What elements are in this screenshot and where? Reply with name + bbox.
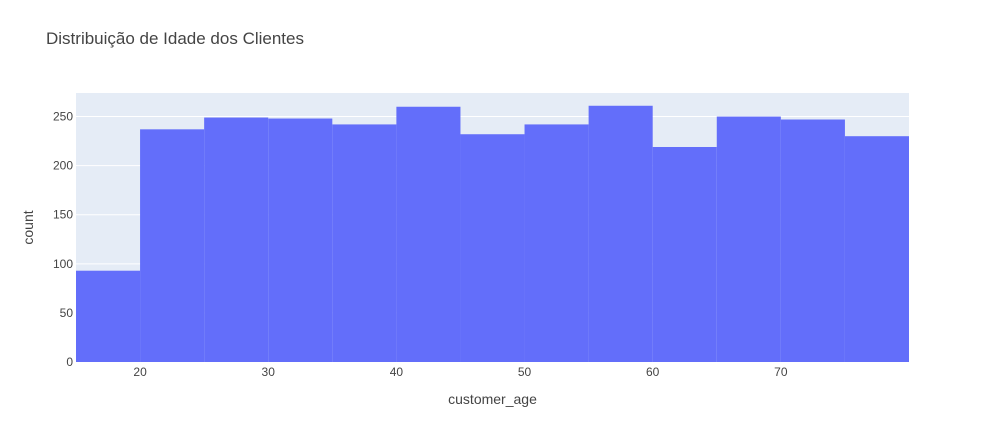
chart-title: Distribuição de Idade dos Clientes [46, 29, 304, 48]
y-tick-label: 100 [53, 257, 73, 271]
x-axis-ticks: 20 30 40 50 60 70 [133, 365, 787, 379]
x-tick-label: 70 [774, 365, 788, 379]
histogram-bar[interactable] [652, 146, 717, 362]
histogram-bar[interactable] [396, 106, 461, 362]
histogram-bar[interactable] [844, 136, 909, 362]
x-tick-label: 50 [518, 365, 532, 379]
histogram-bar[interactable] [268, 118, 333, 363]
histogram-bar[interactable] [524, 124, 589, 362]
y-tick-label: 200 [53, 159, 73, 173]
histogram-bar[interactable] [780, 119, 845, 363]
histogram-bar[interactable] [204, 117, 269, 362]
histogram-bar[interactable] [716, 116, 781, 362]
histogram-bar[interactable] [588, 105, 653, 363]
histogram-bar[interactable] [460, 134, 525, 362]
x-axis-label: customer_age [448, 391, 537, 407]
y-axis-ticks: 0 50 100 150 200 250 [53, 110, 73, 369]
y-tick-label: 0 [66, 355, 73, 369]
y-tick-label: 250 [53, 110, 73, 124]
histogram-bar[interactable] [332, 124, 397, 362]
x-tick-label: 60 [646, 365, 660, 379]
y-axis-label: count [20, 210, 36, 244]
histogram-bar[interactable] [76, 270, 141, 362]
x-tick-label: 40 [390, 365, 404, 379]
histogram-bar[interactable] [140, 129, 205, 362]
x-tick-label: 30 [262, 365, 276, 379]
x-tick-label: 20 [133, 365, 147, 379]
y-tick-label: 50 [60, 306, 74, 320]
y-tick-label: 150 [53, 208, 73, 222]
bars [76, 105, 909, 363]
